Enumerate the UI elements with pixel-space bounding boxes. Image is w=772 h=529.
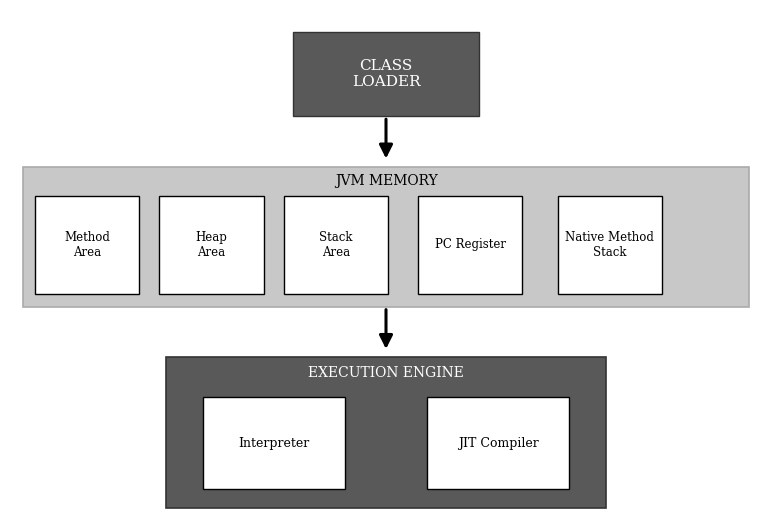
Text: CLASS
LOADER: CLASS LOADER — [352, 59, 420, 89]
FancyBboxPatch shape — [418, 196, 523, 294]
Text: Heap
Area: Heap Area — [195, 231, 228, 259]
Text: Native Method
Stack: Native Method Stack — [565, 231, 655, 259]
FancyBboxPatch shape — [36, 196, 140, 294]
FancyBboxPatch shape — [23, 167, 749, 307]
FancyBboxPatch shape — [557, 196, 662, 294]
Text: JVM MEMORY: JVM MEMORY — [334, 175, 438, 188]
Text: Interpreter: Interpreter — [239, 436, 310, 450]
Text: EXECUTION ENGINE: EXECUTION ENGINE — [308, 366, 464, 380]
FancyBboxPatch shape — [202, 397, 345, 489]
FancyBboxPatch shape — [284, 196, 388, 294]
Text: Stack
Area: Stack Area — [319, 231, 353, 259]
FancyBboxPatch shape — [160, 196, 264, 294]
Text: PC Register: PC Register — [435, 238, 506, 251]
FancyBboxPatch shape — [293, 32, 479, 116]
FancyBboxPatch shape — [426, 397, 570, 489]
Text: JIT Compiler: JIT Compiler — [458, 436, 538, 450]
Text: Method
Area: Method Area — [64, 231, 110, 259]
FancyBboxPatch shape — [166, 357, 606, 508]
